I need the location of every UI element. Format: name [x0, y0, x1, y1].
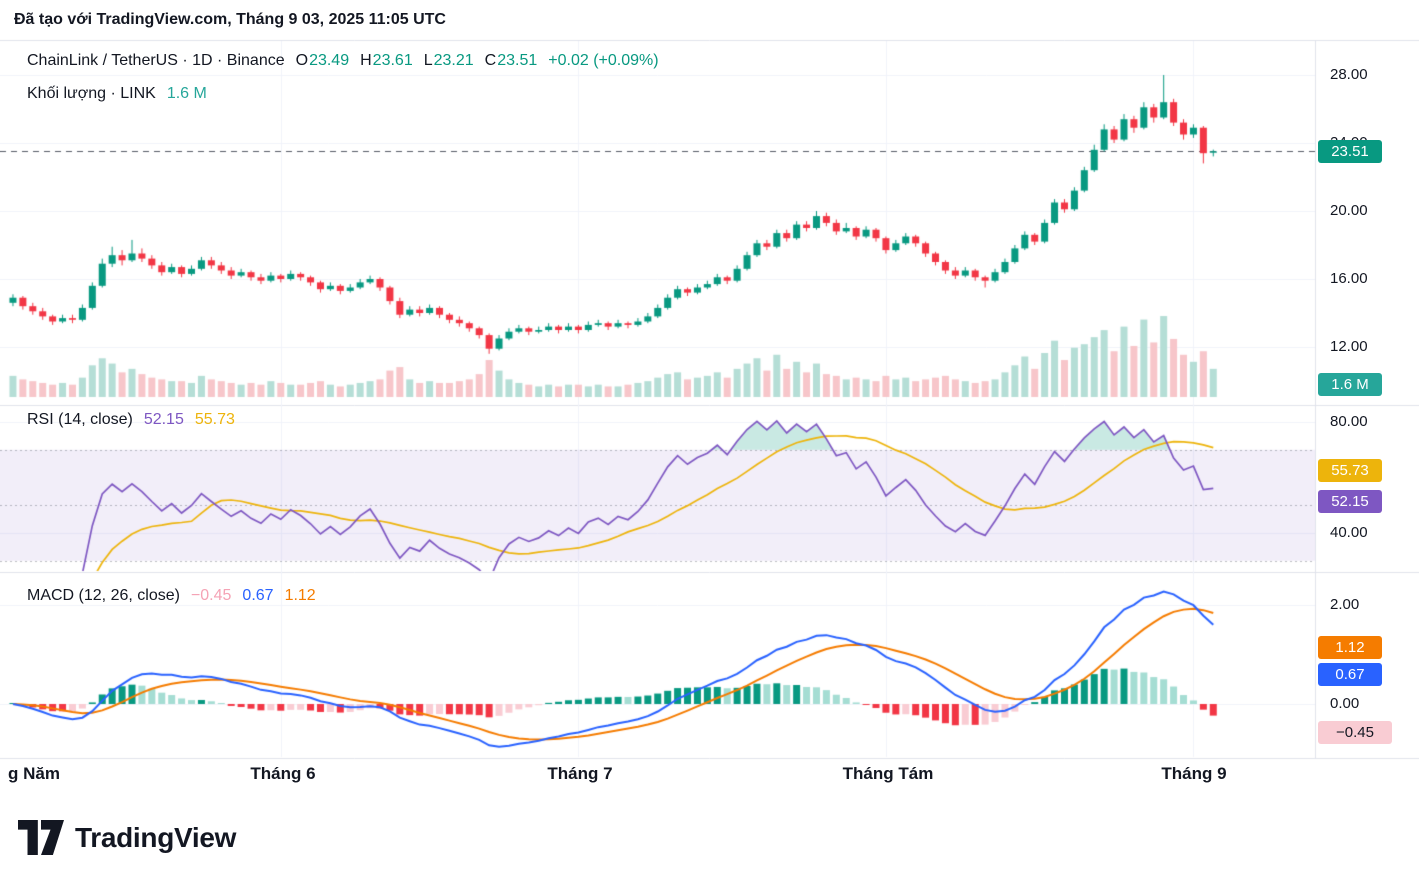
time-axis[interactable]: g Năm Tháng 6 Tháng 7 Tháng Tám Tháng 9 — [0, 758, 1419, 800]
rsi-ma-badge: 55.73 — [1318, 459, 1382, 482]
price-tick: 28.00 — [1330, 66, 1368, 83]
macd-signal-badge: 1.12 — [1318, 636, 1382, 659]
rsi-tick: 40.00 — [1330, 524, 1368, 541]
time-label: Tháng 7 — [547, 764, 613, 783]
time-label: Tháng 6 — [250, 764, 316, 783]
volume-legend[interactable]: Khối lượng · LINK 1.6 M — [27, 85, 207, 103]
tradingview-logo-glyph — [18, 820, 64, 855]
rsi-tick: 80.00 — [1330, 413, 1368, 430]
rsi-value: 52.15 — [143, 411, 184, 428]
macd-hist-badge: −0.45 — [1318, 721, 1392, 744]
volume-badge: 1.6 M — [1318, 373, 1382, 396]
ohlc-high: H 23.61 — [360, 52, 413, 69]
macd-line-badge: 0.67 — [1318, 663, 1382, 686]
rsi-legend[interactable]: RSI (14, close) 52.15 55.73 — [27, 411, 235, 429]
attribution-text: Đã tạo với TradingView.com, Tháng 9 03, … — [14, 11, 446, 28]
rsi-ma-value: 55.73 — [194, 411, 235, 428]
ohlc-open: O 23.49 — [295, 52, 350, 69]
macd-line-value: 0.67 — [242, 587, 274, 604]
macd-hist-value: −0.45 — [190, 587, 232, 604]
tradingview-logo[interactable]: TradingView — [18, 820, 236, 855]
macd-legend[interactable]: MACD (12, 26, close) −0.45 0.67 1.12 — [27, 587, 316, 605]
last-price-badge: 23.51 — [1318, 140, 1382, 163]
macd-signal-value: 1.12 — [284, 587, 316, 604]
price-tick: 16.00 — [1330, 270, 1368, 287]
time-label: g Năm — [8, 764, 60, 783]
ohlc-low: L 23.21 — [423, 52, 474, 69]
brand-wordmark: TradingView — [75, 821, 237, 853]
symbol-title: ChainLink / TetherUS · 1D · Binance — [27, 52, 285, 69]
volume-title: Khối lượng · LINK — [27, 85, 156, 102]
time-label: Tháng 9 — [1161, 764, 1227, 783]
time-label: Tháng Tám — [842, 764, 934, 783]
macd-tick: 2.00 — [1330, 596, 1360, 613]
ohlc-close: C 23.51 — [484, 52, 538, 69]
macd-title: MACD (12, 26, close) — [27, 587, 180, 604]
volume-value: 1.6 M — [166, 85, 207, 102]
symbol-legend[interactable]: ChainLink / TetherUS · 1D · Binance O 23.… — [27, 52, 659, 70]
rsi-badge: 52.15 — [1318, 490, 1382, 513]
price-tick: 20.00 — [1330, 202, 1368, 219]
price-tick: 12.00 — [1330, 338, 1368, 355]
ohlc-change: +0.02 (+0.09%) — [548, 52, 659, 69]
macd-tick: 0.00 — [1330, 695, 1360, 712]
rsi-title: RSI (14, close) — [27, 411, 133, 428]
